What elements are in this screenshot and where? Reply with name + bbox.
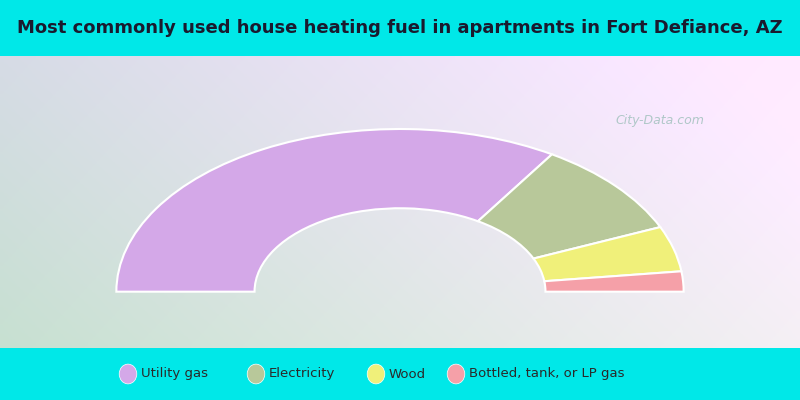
Ellipse shape — [247, 364, 265, 384]
Text: Utility gas: Utility gas — [141, 368, 208, 380]
Wedge shape — [478, 154, 660, 258]
Text: Wood: Wood — [389, 368, 426, 380]
Text: Electricity: Electricity — [269, 368, 335, 380]
Wedge shape — [544, 271, 684, 292]
Ellipse shape — [119, 364, 137, 384]
Text: Most commonly used house heating fuel in apartments in Fort Defiance, AZ: Most commonly used house heating fuel in… — [18, 19, 782, 37]
Text: Bottled, tank, or LP gas: Bottled, tank, or LP gas — [469, 368, 624, 380]
Wedge shape — [534, 227, 682, 281]
Wedge shape — [116, 129, 552, 292]
Ellipse shape — [447, 364, 465, 384]
Text: City-Data.com: City-Data.com — [615, 114, 704, 127]
Ellipse shape — [367, 364, 385, 384]
